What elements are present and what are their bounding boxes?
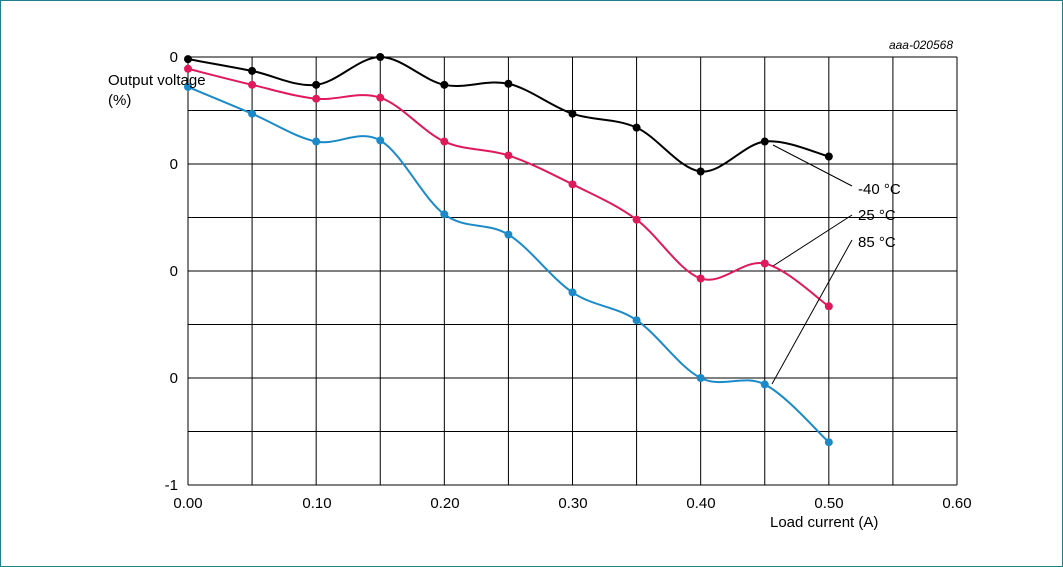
data-point bbox=[824, 152, 833, 161]
legend-label-85: 85 °C bbox=[858, 234, 896, 251]
y-tick-label: 0 bbox=[170, 263, 178, 280]
legend-label-minus40: -40 °C bbox=[858, 181, 901, 198]
data-point bbox=[440, 80, 449, 89]
legend-callouts: -40 °C 25 °C 85 °C bbox=[771, 144, 901, 385]
data-point bbox=[376, 93, 385, 102]
y-tick-label: -1 bbox=[165, 477, 178, 494]
figure-id: aaa-020568 bbox=[889, 38, 953, 52]
data-point bbox=[312, 94, 321, 103]
x-tick-labels: 0.00 0.10 0.20 0.30 0.40 0.50 0.60 bbox=[173, 495, 971, 512]
data-point bbox=[312, 137, 321, 146]
x-tick-label: 0.50 bbox=[814, 495, 843, 512]
data-point bbox=[568, 288, 577, 297]
data-point bbox=[376, 53, 385, 61]
data-point bbox=[248, 66, 257, 75]
data-point bbox=[568, 109, 577, 118]
data-point bbox=[184, 82, 192, 91]
y-tick-labels: 0 0 0 0 -1 bbox=[165, 49, 178, 494]
y-tick-label: 0 bbox=[170, 370, 178, 387]
data-point bbox=[696, 374, 705, 382]
x-tick-label: 0.40 bbox=[686, 495, 715, 512]
y-axis-label-line2: (%) bbox=[108, 92, 131, 109]
chart-grid bbox=[187, 56, 958, 486]
data-point bbox=[696, 274, 705, 283]
data-point bbox=[376, 136, 385, 145]
data-point bbox=[184, 64, 192, 73]
data-point bbox=[696, 167, 705, 176]
data-point bbox=[632, 215, 641, 224]
y-tick-label: 0 bbox=[170, 156, 178, 173]
data-point bbox=[824, 438, 833, 447]
data-point bbox=[504, 151, 513, 160]
data-point bbox=[440, 137, 449, 146]
data-point bbox=[824, 302, 833, 311]
chart-series bbox=[184, 53, 833, 447]
data-point bbox=[312, 80, 321, 89]
data-point bbox=[504, 79, 513, 88]
data-point bbox=[760, 137, 769, 146]
x-axis-label: Load current (A) bbox=[770, 514, 878, 531]
x-tick-label: 0.30 bbox=[558, 495, 587, 512]
data-point bbox=[248, 109, 257, 118]
legend-leader-line bbox=[772, 214, 853, 267]
data-point bbox=[184, 55, 192, 64]
data-point bbox=[632, 316, 641, 325]
x-tick-label: 0.60 bbox=[942, 495, 971, 512]
data-point bbox=[760, 380, 769, 389]
data-point bbox=[440, 210, 449, 219]
data-point bbox=[504, 230, 513, 239]
x-tick-label: 0.10 bbox=[302, 495, 331, 512]
data-point bbox=[568, 180, 577, 189]
legend-leader-line bbox=[771, 239, 853, 385]
y-tick-label: 0 bbox=[170, 49, 178, 66]
x-tick-label: 0.20 bbox=[430, 495, 459, 512]
y-axis-label-line1: Output voltage bbox=[108, 72, 206, 89]
x-tick-label: 0.00 bbox=[173, 495, 202, 512]
legend-leader-line bbox=[772, 144, 853, 187]
data-point bbox=[760, 259, 769, 268]
data-point bbox=[248, 80, 257, 89]
legend-label-25: 25 °C bbox=[858, 207, 896, 224]
data-point bbox=[632, 123, 641, 132]
